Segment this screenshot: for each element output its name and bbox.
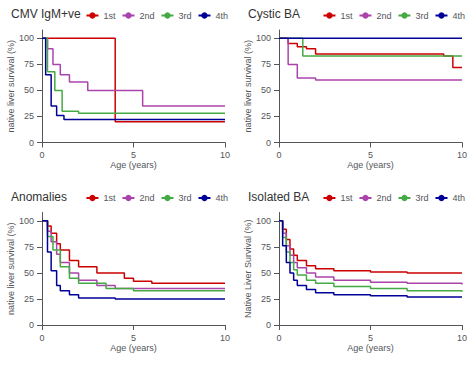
svg-text:4th: 4th	[452, 11, 465, 21]
svg-text:1st: 1st	[340, 193, 353, 203]
svg-text:1st: 1st	[103, 11, 116, 21]
svg-text:1st: 1st	[340, 11, 353, 21]
svg-text:5: 5	[368, 333, 373, 343]
svg-text:100: 100	[256, 216, 271, 226]
svg-text:75: 75	[261, 242, 271, 252]
svg-text:0: 0	[39, 333, 44, 343]
svg-text:4th: 4th	[215, 11, 228, 21]
svg-text:100: 100	[19, 216, 34, 226]
svg-text:Age (years): Age (years)	[110, 343, 157, 353]
svg-text:Native Liver Survival (%): Native Liver Survival (%)	[243, 219, 253, 318]
svg-text:3rd: 3rd	[415, 193, 428, 203]
svg-text:Age (years): Age (years)	[347, 160, 394, 170]
svg-text:5: 5	[131, 150, 136, 160]
svg-text:CMV IgM+ve: CMV IgM+ve	[11, 7, 81, 21]
svg-text:2nd: 2nd	[376, 11, 391, 21]
svg-text:0: 0	[266, 138, 271, 148]
svg-text:50: 50	[261, 85, 271, 95]
svg-text:10: 10	[220, 150, 230, 160]
svg-text:Anomalies: Anomalies	[11, 190, 67, 204]
svg-text:2nd: 2nd	[139, 193, 154, 203]
svg-text:25: 25	[24, 294, 34, 304]
svg-text:native liver survival (%): native liver survival (%)	[6, 222, 16, 315]
svg-text:Age (years): Age (years)	[347, 343, 394, 353]
svg-text:50: 50	[24, 268, 34, 278]
svg-text:0: 0	[29, 138, 34, 148]
svg-text:10: 10	[220, 333, 230, 343]
svg-text:3rd: 3rd	[178, 11, 191, 21]
svg-text:native liver survival (%): native liver survival (%)	[243, 40, 253, 133]
svg-text:2nd: 2nd	[139, 11, 154, 21]
svg-text:2nd: 2nd	[376, 193, 391, 203]
svg-text:0: 0	[266, 320, 271, 330]
svg-text:3rd: 3rd	[178, 193, 191, 203]
svg-text:Isolated BA: Isolated BA	[248, 190, 309, 204]
svg-text:25: 25	[261, 294, 271, 304]
svg-text:25: 25	[24, 111, 34, 121]
svg-text:75: 75	[24, 59, 34, 69]
svg-text:10: 10	[457, 333, 467, 343]
svg-text:4th: 4th	[215, 193, 228, 203]
svg-text:3rd: 3rd	[415, 11, 428, 21]
svg-text:0: 0	[39, 150, 44, 160]
svg-text:10: 10	[457, 150, 467, 160]
svg-text:1st: 1st	[103, 193, 116, 203]
svg-text:0: 0	[276, 333, 281, 343]
svg-text:Cystic BA: Cystic BA	[248, 7, 300, 21]
svg-text:5: 5	[368, 150, 373, 160]
svg-text:50: 50	[261, 268, 271, 278]
svg-text:5: 5	[131, 333, 136, 343]
svg-text:100: 100	[19, 33, 34, 43]
svg-text:100: 100	[256, 33, 271, 43]
svg-text:25: 25	[261, 111, 271, 121]
svg-text:75: 75	[24, 242, 34, 252]
svg-text:0: 0	[276, 150, 281, 160]
svg-text:50: 50	[24, 85, 34, 95]
svg-text:0: 0	[29, 320, 34, 330]
svg-text:native liver survival (%): native liver survival (%)	[6, 40, 16, 133]
svg-text:75: 75	[261, 59, 271, 69]
svg-text:4th: 4th	[452, 193, 465, 203]
svg-text:Age (years): Age (years)	[110, 160, 157, 170]
